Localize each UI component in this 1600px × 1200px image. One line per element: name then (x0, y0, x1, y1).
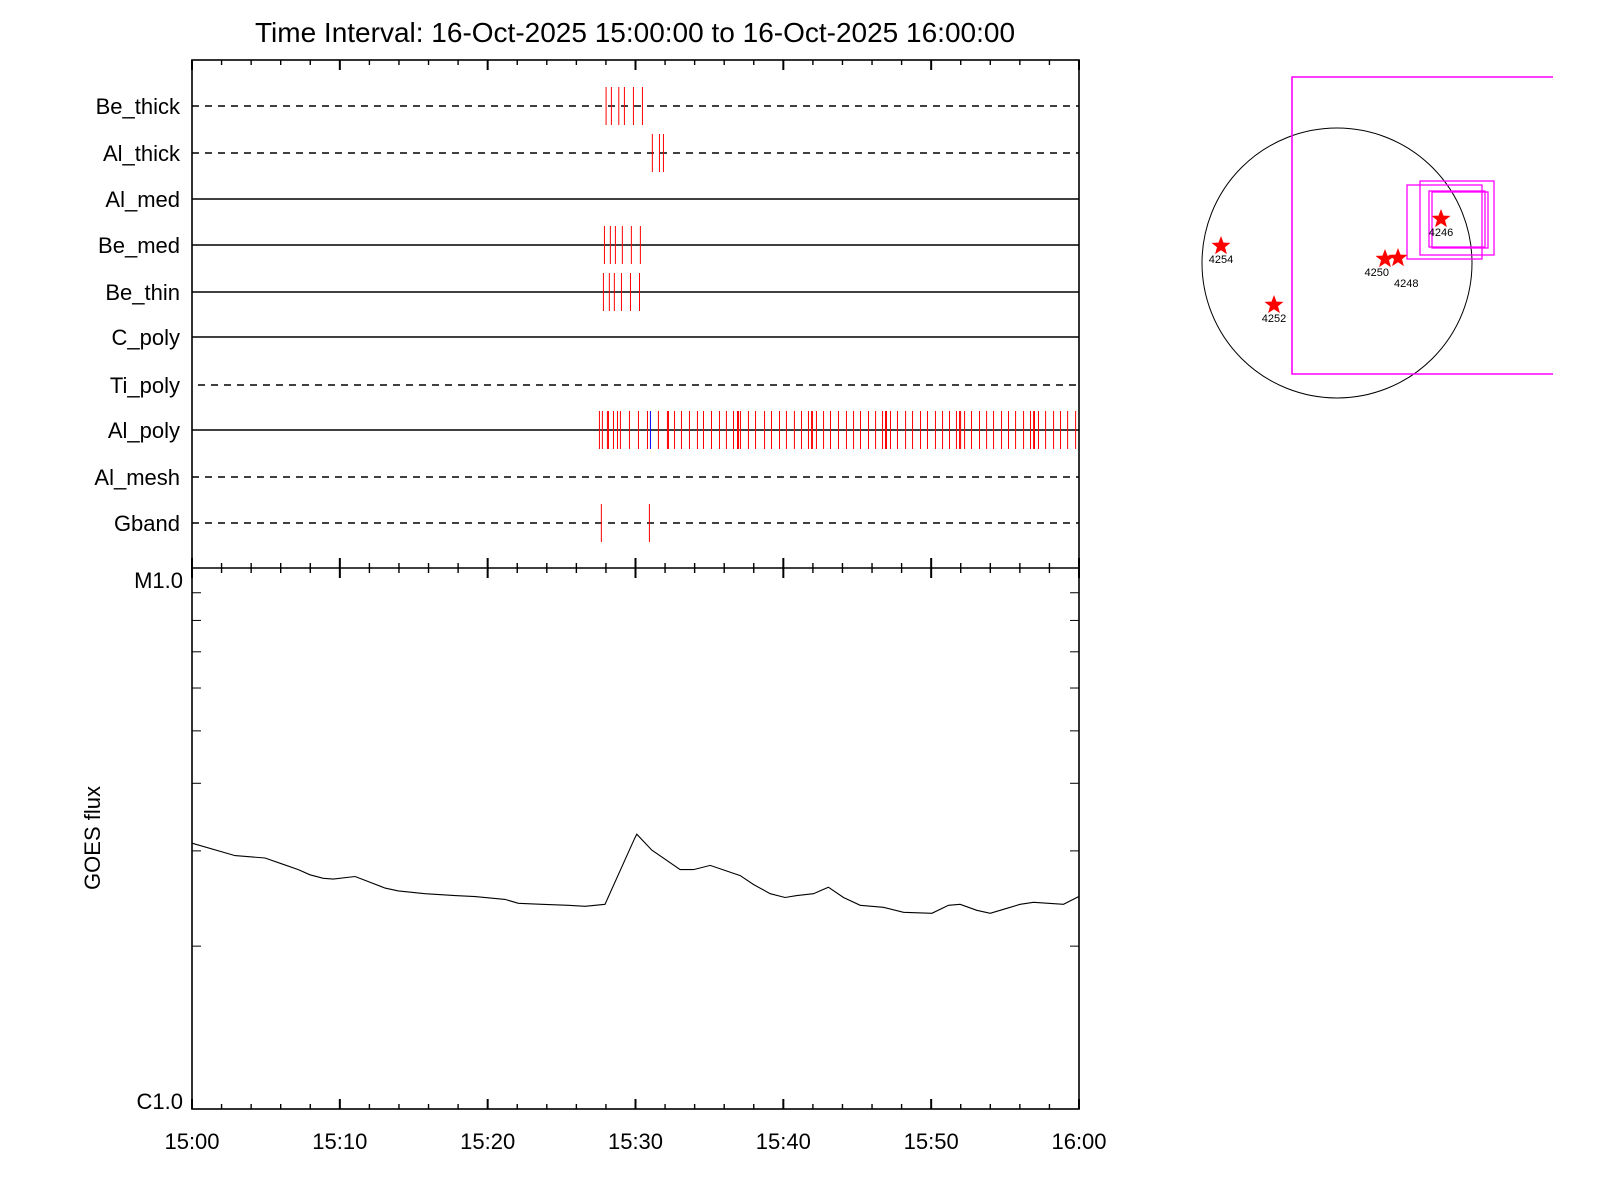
row-label: Al_poly (108, 418, 180, 443)
row-label: C_poly (112, 325, 180, 350)
row-label: Al_thick (103, 141, 181, 166)
xtick-label: 15:00 (164, 1129, 219, 1154)
xtick-labels: 15:00 15:10 15:20 15:30 15:40 15:50 16:00 (164, 1129, 1106, 1154)
region-star-icon (1264, 295, 1284, 314)
row-label: Be_thick (96, 94, 181, 119)
goes-flux-line (191, 833, 1079, 914)
xtick-label: 15:10 (312, 1129, 367, 1154)
region-label: 4252 (1262, 313, 1286, 325)
xtick-label: 16:00 (1051, 1129, 1106, 1154)
xtick-label: 15:50 (904, 1129, 959, 1154)
fov-box (1431, 191, 1489, 249)
region-label: 4250 (1365, 267, 1389, 279)
region-star-icon (1431, 209, 1451, 228)
region-label: 4248 (1394, 278, 1418, 290)
region-star-icon (1211, 236, 1231, 255)
plot-frame (191, 59, 1080, 1110)
region-label: 4254 (1209, 254, 1233, 266)
fov-box (1406, 184, 1483, 260)
region-star-icon (1375, 249, 1395, 268)
fov-box (1428, 190, 1486, 248)
solar-disk (1201, 127, 1473, 399)
row-label: Gband (114, 511, 180, 536)
row-label: Be_thin (105, 280, 180, 305)
ytick-label-top: M1.0 (134, 568, 183, 593)
goes-panel (191, 592, 1079, 947)
fov-box (1291, 76, 1553, 375)
xtick-label: 15:20 (460, 1129, 515, 1154)
sun-map: 4254 4252 4250 4248 4246 (1201, 76, 1553, 399)
row-label: Ti_poly (110, 373, 180, 398)
y-axis-label: GOES flux (80, 786, 105, 890)
xtick-label: 15:40 (756, 1129, 811, 1154)
fov-box (1419, 180, 1495, 256)
row-label: Al_mesh (94, 465, 180, 490)
region-label: 4246 (1429, 227, 1453, 239)
ytick-label-bottom: C1.0 (137, 1089, 183, 1114)
xtick-label: 15:30 (608, 1129, 663, 1154)
row-label: Al_med (105, 187, 180, 212)
axes (191, 59, 1080, 1110)
instrument-rows: Be_thick Al_thick Al_med Be_med Be_thin C_pol… (94, 87, 1079, 542)
row-label: Be_med (98, 233, 180, 258)
chart-title: Time Interval: 16-Oct-2025 15:00:00 to 1… (255, 17, 1015, 48)
region-star-icon (1388, 248, 1408, 267)
